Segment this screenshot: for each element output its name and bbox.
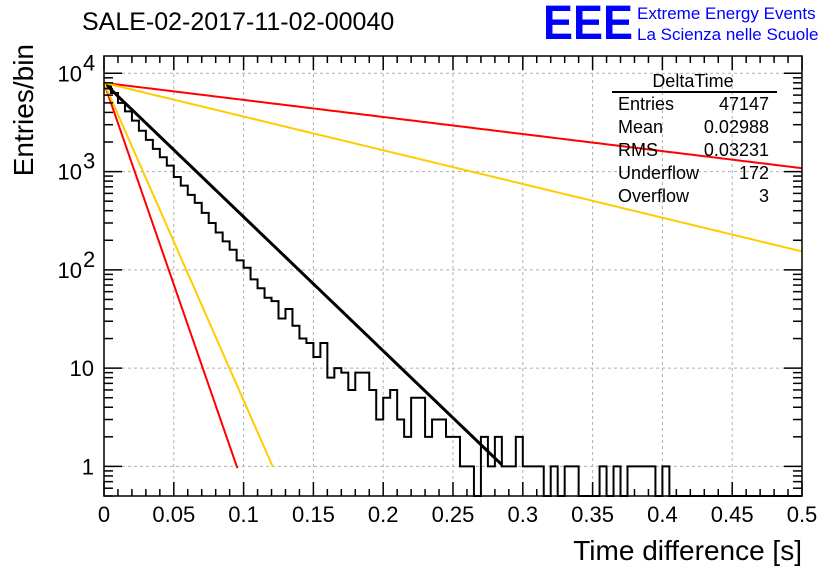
y-tick-label: 10	[70, 356, 94, 381]
x-tick-label: 0.5	[787, 502, 818, 527]
fit-line	[102, 81, 503, 466]
y-tick-label: 10	[58, 61, 82, 86]
stats-row-value: 3	[759, 186, 769, 206]
stats-row-label: Entries	[618, 94, 674, 114]
logo-line-2: La Scienza nelle Scuole	[637, 25, 818, 44]
y-tick-label: 10	[58, 258, 82, 283]
stats-row-label: Mean	[618, 117, 663, 137]
x-tick-label: 0.4	[647, 502, 678, 527]
x-tick-label: 0.2	[368, 502, 399, 527]
y-tick-exponent: 4	[83, 50, 95, 75]
fit-line	[103, 81, 803, 170]
grid-lines	[104, 56, 802, 496]
fit-line	[103, 82, 239, 469]
logo-line-1: Extreme Energy Events	[637, 4, 816, 23]
x-tick-labels: 0 0.05 0.1 0.15 0.2 0.25 0.3 0.35 0.4 0.45 0.5	[98, 502, 817, 527]
y-tick-label: 10	[58, 160, 82, 185]
x-tick-label: 0	[98, 502, 110, 527]
histogram-series	[104, 84, 802, 497]
fit-lines-group	[102, 81, 803, 469]
stats-row-label: Overflow	[618, 186, 690, 206]
x-tick-label: 0.15	[292, 502, 335, 527]
y-tick-exponent: 3	[83, 149, 95, 174]
eee-logo: EEE Extreme Energy Events La Scienza nel…	[543, 0, 818, 50]
x-tick-label: 0.35	[571, 502, 614, 527]
x-tick-label: 0.25	[432, 502, 475, 527]
stats-row-label: Underflow	[618, 163, 700, 183]
stats-row-value: 0.02988	[704, 117, 769, 137]
y-axis-label: Entries/bin	[8, 44, 39, 176]
stats-title: DeltaTime	[652, 71, 733, 91]
fit-line	[103, 81, 803, 253]
eee-logo-mark: EEE	[543, 0, 633, 50]
fit-line	[103, 82, 274, 468]
stats-row-value: 47147	[719, 94, 769, 114]
axis-ticks	[103, 56, 803, 497]
stats-row-label: RMS	[618, 140, 658, 160]
chart-title: SALE-02-2017-11-02-00040	[82, 8, 394, 36]
stats-row-value: 0.03231	[704, 140, 769, 160]
stats-box: DeltaTime Entries 47147 Mean 0.02988 RMS…	[612, 71, 777, 206]
x-axis-label: Time difference [s]	[573, 535, 802, 566]
x-tick-label: 0.45	[711, 502, 754, 527]
x-tick-label: 0.1	[228, 502, 259, 527]
x-tick-label: 0.3	[508, 502, 539, 527]
histogram-group	[104, 84, 802, 497]
y-tick-exponent: 2	[83, 247, 95, 272]
x-tick-label: 0.05	[152, 502, 195, 527]
y-tick-label: 1	[82, 454, 94, 479]
stats-row-value: 172	[739, 163, 769, 183]
